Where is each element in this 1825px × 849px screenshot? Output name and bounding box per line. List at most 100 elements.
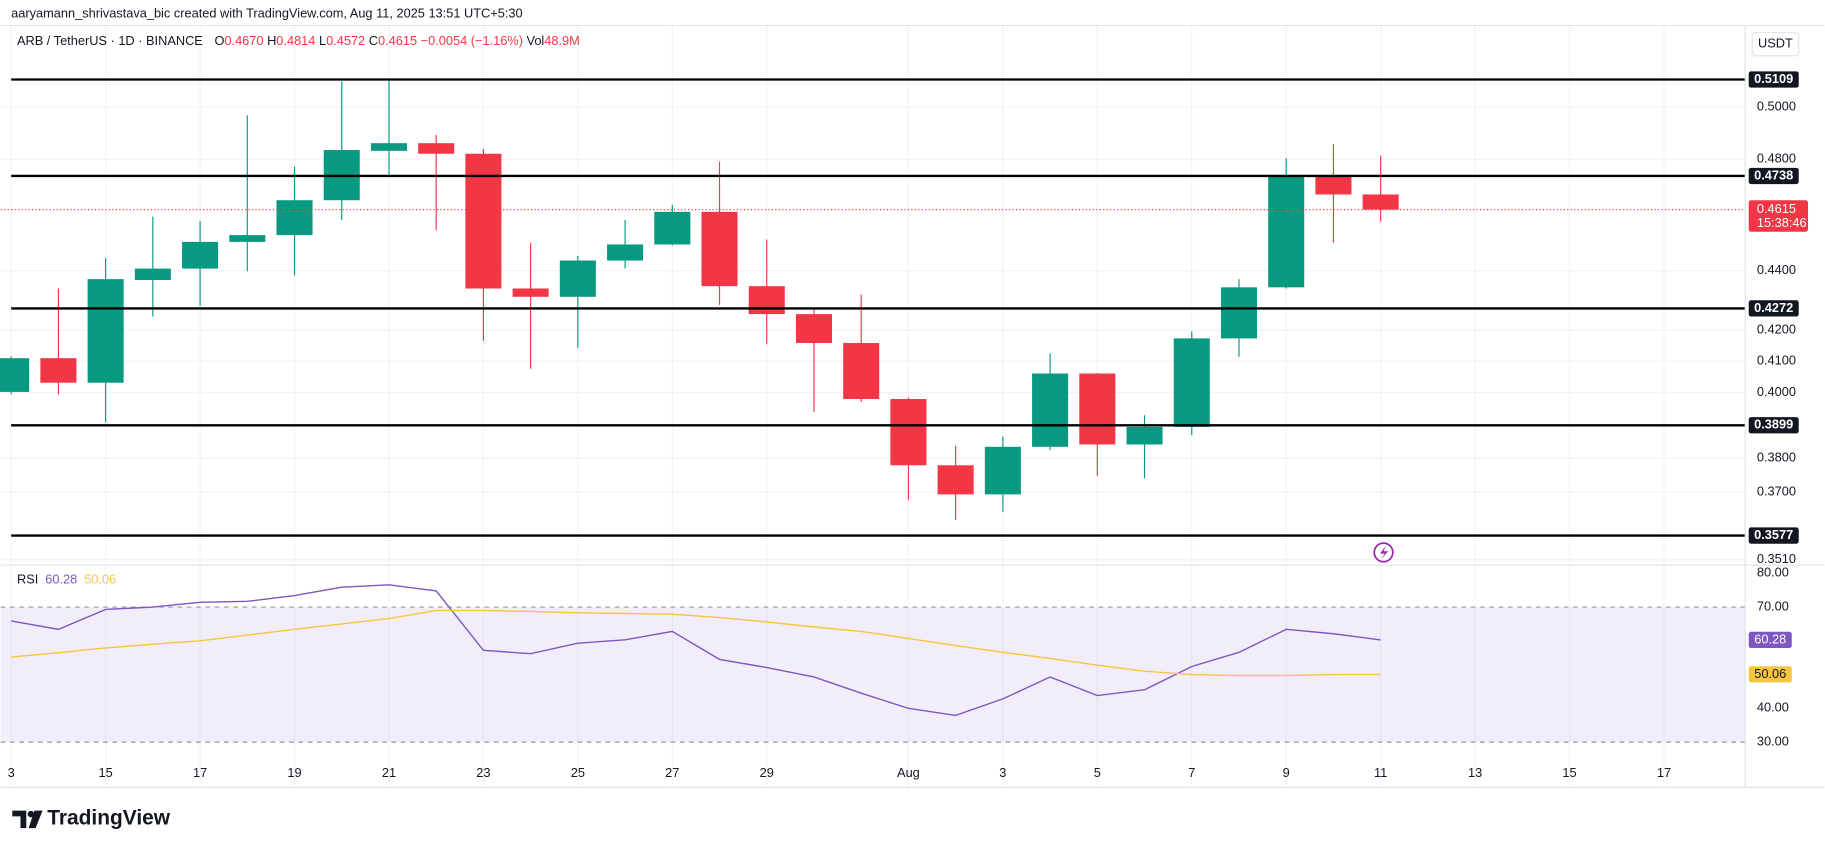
candle-body	[654, 211, 691, 245]
x-tick-label: 15	[99, 765, 113, 780]
y-tick-label: 0.4200	[1757, 322, 1796, 337]
candle-body	[465, 153, 502, 289]
currency-box[interactable]	[1751, 31, 1800, 57]
candle-body	[843, 343, 880, 399]
candle-body	[748, 286, 785, 315]
candle-body	[937, 465, 974, 495]
rsi-legend: RSI 60.28 50.06	[17, 572, 116, 587]
last-price-label: 0.4615	[1757, 201, 1796, 216]
grid-layer	[0, 25, 1746, 788]
x-tick-label: 27	[665, 765, 679, 780]
y-tick-label: 0.3510	[1757, 551, 1796, 566]
candle-body	[229, 235, 266, 242]
level-label: 0.3577	[1754, 527, 1793, 542]
event-icon[interactable]	[1373, 542, 1394, 563]
y-tick-label: 0.3800	[1757, 450, 1796, 465]
x-tick-label: Aug	[897, 765, 920, 780]
x-tick-label: 17	[1657, 765, 1671, 780]
ohlc-key: H	[267, 33, 276, 48]
level-label: 0.4738	[1754, 167, 1793, 182]
candle-body	[795, 314, 833, 344]
rsi-band	[0, 607, 1746, 743]
candle-body	[1220, 287, 1258, 339]
currency: USDT	[1758, 36, 1793, 51]
candle-body	[1268, 175, 1305, 288]
volume-key: Vol	[527, 33, 545, 48]
x-tick-label: 3	[8, 765, 15, 780]
x-tick-label: 11	[1374, 765, 1387, 780]
volume-value: 48.9M	[544, 33, 580, 48]
rsi-tick-label: 40.00	[1757, 700, 1789, 715]
candle-body	[512, 288, 549, 297]
x-tick-label: 15	[1562, 765, 1576, 780]
candle-body	[40, 358, 77, 383]
attribution: aaryamann_shrivastava_bic created with T…	[11, 5, 522, 20]
level-badge	[1748, 527, 1799, 544]
candle-body	[1079, 373, 1116, 445]
x-tick-label: 13	[1468, 765, 1482, 780]
x-tick-label: 9	[1283, 765, 1290, 780]
rsi-tick-label: 80.00	[1757, 565, 1789, 580]
logo: TradingView	[12, 806, 171, 829]
candle-body	[182, 241, 219, 269]
x-tick-label: 3	[999, 765, 1006, 780]
logo-mark	[28, 810, 43, 829]
logo-dot	[27, 810, 35, 818]
event-bolt	[1380, 545, 1389, 560]
x-tick-label: 21	[382, 765, 396, 780]
candle-body	[559, 260, 596, 297]
x-tick-label: 7	[1188, 765, 1195, 780]
rsi-badge-label: 50.06	[1754, 666, 1786, 681]
level-label: 0.5109	[1754, 71, 1793, 86]
ohlc-key: L	[319, 33, 326, 48]
candle-body	[984, 446, 1021, 495]
candle-body	[1173, 338, 1210, 427]
y-tick-label: 0.5000	[1757, 98, 1796, 113]
x-tick-label: 23	[476, 765, 490, 780]
level-label: 0.4272	[1754, 300, 1793, 315]
candle-body	[1315, 175, 1352, 195]
last-price-badge	[1748, 200, 1809, 232]
x-tick-label: 29	[760, 765, 774, 780]
symbol: ARB / TetherUS · 1D · BINANCE	[17, 33, 203, 48]
rsi-legend-value: 50.06	[84, 572, 116, 587]
rsi-line	[11, 584, 1381, 717]
rsi-badge-label: 60.28	[1754, 631, 1786, 646]
candle-body	[418, 143, 455, 154]
candle-body	[1032, 373, 1069, 447]
level-badge	[1748, 300, 1799, 317]
marks-layer	[0, 78, 1746, 717]
labels-layer: O0.4670 H0.4814 L0.4572 C0.4615 −0.0054 …	[8, 33, 1809, 780]
candle-body	[134, 268, 171, 280]
rsi-legend-value: 60.28	[45, 572, 77, 587]
level-label: 0.3899	[1754, 417, 1793, 432]
candle-body	[87, 279, 124, 383]
ohlc-value: 0.4572	[326, 33, 365, 48]
rsi-title: RSI	[17, 572, 38, 587]
rsi-line	[11, 609, 1381, 677]
change: −0.0054 (−1.16%)	[421, 33, 523, 48]
rsi-tick-label: 70.00	[1757, 598, 1789, 613]
candle-body	[1362, 194, 1399, 210]
rsi-tick-label: 30.00	[1757, 733, 1789, 748]
y-tick-label: 0.4100	[1757, 352, 1796, 367]
x-tick-label: 17	[193, 765, 207, 780]
level-badge	[1748, 71, 1799, 88]
candle-body	[276, 200, 313, 236]
x-tick-label: 25	[571, 765, 585, 780]
candle-body	[1126, 426, 1163, 445]
y-tick-label: 0.4800	[1757, 151, 1796, 166]
countdown: 15:38:46	[1757, 215, 1807, 230]
ohlc-value: 0.4615	[378, 33, 417, 48]
candle-body	[701, 211, 738, 287]
rsi-badge	[1748, 666, 1792, 683]
x-tick-label: 5	[1094, 765, 1101, 780]
ohlc-key: C	[369, 33, 378, 48]
candle-body	[0, 358, 30, 392]
ohlc-key: O	[214, 33, 224, 48]
ohlc-value: 0.4814	[276, 33, 315, 48]
y-tick-label: 0.4400	[1757, 262, 1796, 277]
y-tick-label: 0.3700	[1757, 484, 1796, 499]
candle-body	[607, 244, 644, 261]
candle-body	[370, 143, 407, 151]
